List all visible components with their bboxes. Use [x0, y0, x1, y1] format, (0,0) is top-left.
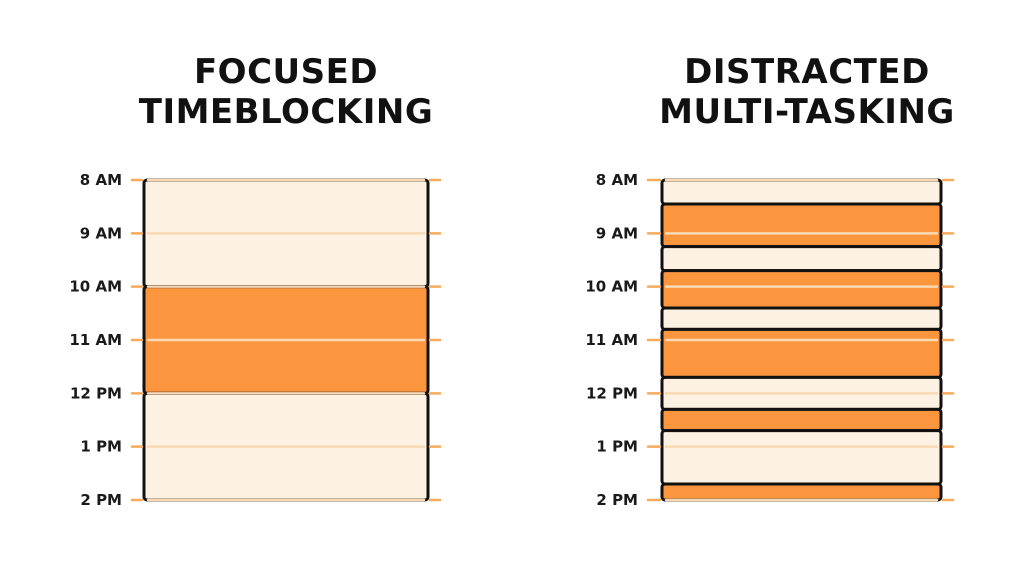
time-label: 12 PM [586, 384, 638, 402]
free-block-8 [660, 429, 943, 486]
title-line: DISTRACTED [684, 52, 930, 92]
time-label: 2 PM [80, 491, 122, 509]
time-label: 10 AM [585, 278, 638, 296]
time-label: 9 AM [80, 224, 122, 242]
focus-block-7 [660, 407, 943, 433]
schedule-column-focused: 8 AM 9 AM 10 AM 11 AM 12 PM 1 PM 2 PM [69, 171, 442, 509]
title-line: TIMEBLOCKING [138, 92, 434, 132]
title-line: FOCUSED [193, 52, 379, 92]
time-label: 8 AM [596, 171, 638, 189]
title-line: MULTI-TASKING [659, 92, 955, 132]
schedule-column-distracted: 8 AM 9 AM 10 AM 11 AM 12 PM 1 PM 2 PM [585, 171, 955, 509]
focus-block-9 [660, 482, 943, 502]
focus-block-3 [660, 269, 943, 310]
time-label: 11 AM [69, 331, 122, 349]
time-label: 1 PM [596, 438, 638, 456]
free-block-2 [660, 245, 943, 273]
free-block-4 [660, 306, 943, 331]
time-label: 11 AM [585, 331, 638, 349]
time-label: 2 PM [596, 491, 638, 509]
free-block-0 [660, 178, 943, 206]
time-label: 8 AM [80, 171, 122, 189]
focus-block-1 [660, 202, 943, 249]
time-label: 10 AM [69, 278, 122, 296]
panel-title-focused: FOCUSED TIMEBLOCKING [136, 52, 436, 132]
time-label: 9 AM [596, 224, 638, 242]
focus-block-5 [660, 327, 943, 379]
time-label: 12 PM [70, 384, 122, 402]
time-label: 1 PM [80, 438, 122, 456]
panel-title-distracted: DISTRACTED MULTI-TASKING [652, 52, 962, 132]
